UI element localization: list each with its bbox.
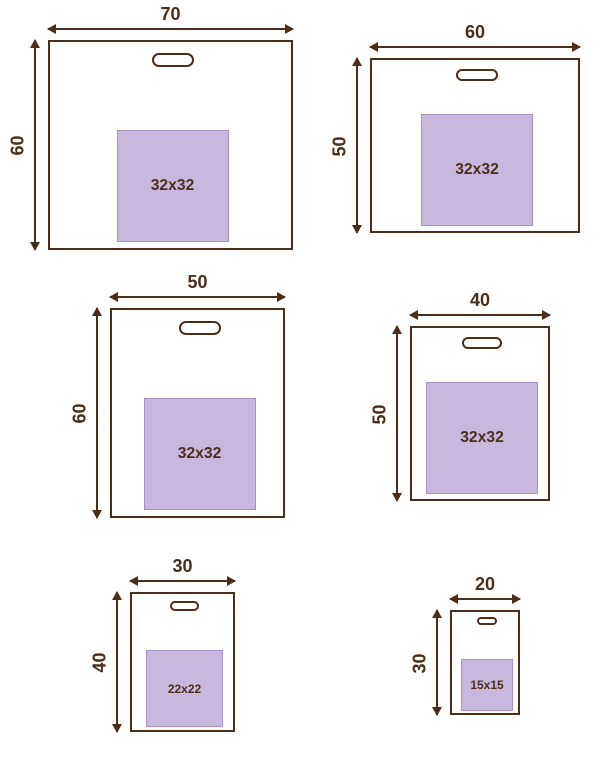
print-area-label: 32x32: [178, 445, 222, 463]
bag-50x60: 32x32: [110, 308, 285, 518]
height-arrow: [356, 58, 358, 233]
bag-handle: [170, 601, 199, 611]
bag-70x60: 32x32: [48, 40, 293, 250]
height-arrow: [116, 592, 118, 732]
height-arrow: [396, 326, 398, 501]
height-label: 50: [370, 404, 391, 424]
print-area: 15x15: [461, 659, 514, 712]
bag-40x50: 32x32: [410, 326, 550, 501]
bag-30x40: 22x22: [130, 592, 235, 732]
width-arrow: [410, 314, 550, 316]
width-arrow: [110, 296, 285, 298]
print-area-label: 32x32: [151, 177, 195, 195]
print-area: 32x32: [144, 398, 256, 510]
print-area: 32x32: [426, 382, 538, 494]
bag-20x30: 15x15: [450, 610, 520, 715]
print-area-label: 32x32: [455, 161, 499, 179]
width-label: 30: [168, 556, 198, 577]
height-label: 40: [90, 652, 111, 672]
bag-handle: [456, 69, 498, 81]
width-label: 40: [465, 290, 495, 311]
width-label: 20: [470, 574, 500, 595]
width-arrow: [130, 580, 235, 582]
width-label: 60: [460, 22, 490, 43]
width-label: 50: [183, 272, 213, 293]
bag-handle: [477, 617, 497, 624]
width-arrow: [450, 598, 520, 600]
height-label: 50: [330, 136, 351, 156]
height-label: 60: [70, 403, 91, 423]
print-area: 32x32: [421, 114, 533, 226]
print-area-label: 32x32: [460, 429, 504, 447]
height-arrow: [436, 610, 438, 715]
print-area: 22x22: [146, 650, 223, 727]
bag-handle: [462, 337, 501, 349]
bag-handle: [179, 321, 221, 335]
print-area-label: 15x15: [470, 678, 503, 692]
height-label: 60: [8, 135, 29, 155]
width-arrow: [370, 46, 580, 48]
bag-60x50: 32x32: [370, 58, 580, 233]
height-arrow: [34, 40, 36, 250]
height-label: 30: [410, 653, 431, 673]
width-arrow: [48, 28, 293, 30]
width-label: 70: [156, 4, 186, 25]
print-area-label: 22x22: [168, 682, 201, 696]
height-arrow: [96, 308, 98, 518]
bag-handle: [152, 53, 194, 67]
print-area: 32x32: [117, 130, 229, 242]
